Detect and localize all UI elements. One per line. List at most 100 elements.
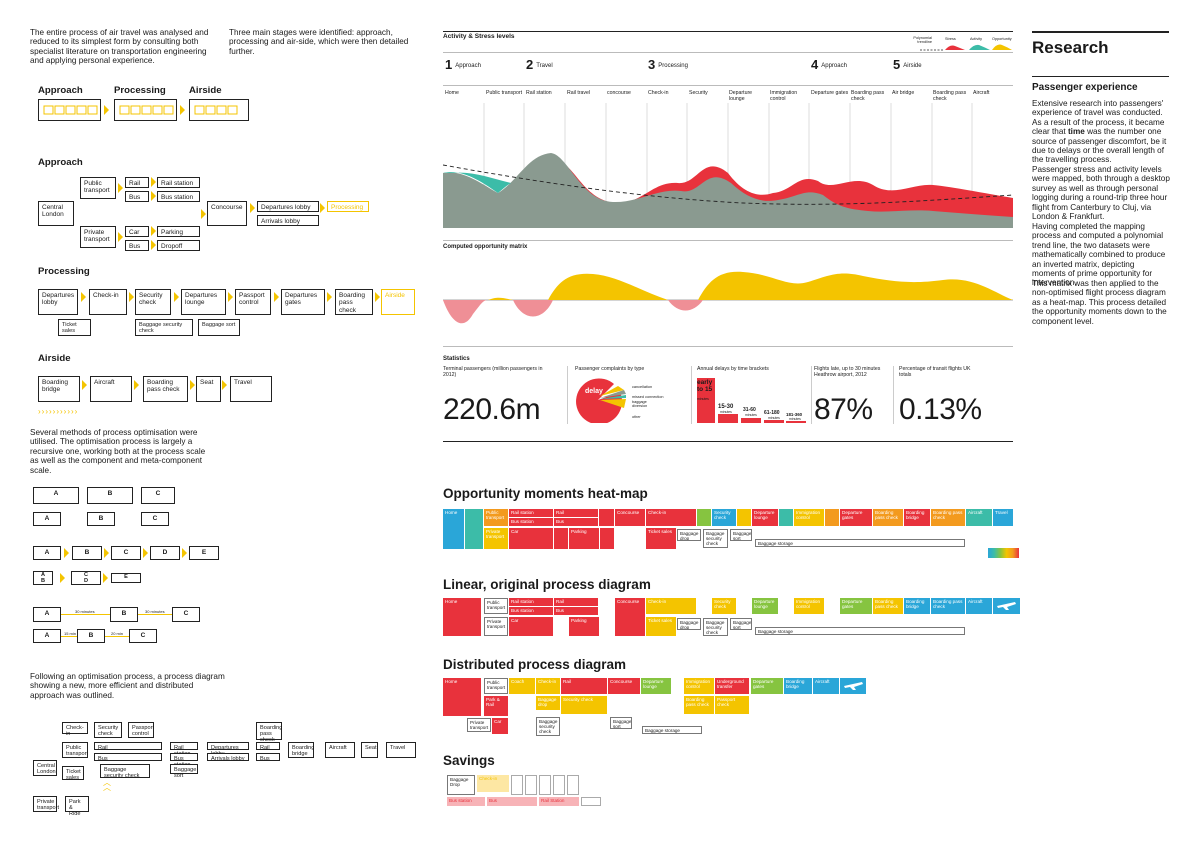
- ln-plane-icon: [993, 598, 1020, 614]
- opt-seq-e: E: [189, 546, 219, 560]
- dc-seat-text: Seat: [365, 745, 377, 751]
- dc-baggage-sort: Baggage sort: [170, 764, 198, 779]
- stage-processing-box: [114, 99, 177, 121]
- dc-ticket-sales: Ticket sales: [62, 766, 84, 782]
- opt-box-b-text: B: [107, 490, 113, 497]
- air-travel: Travel: [230, 376, 272, 402]
- ds-immigration-text: Immigration control: [686, 679, 710, 690]
- rail-box: Rail: [125, 177, 149, 188]
- arrow-icon: [151, 191, 156, 201]
- ds-departure-gates-text: Departure gates: [753, 679, 774, 690]
- dc-arrivals-lobby-text: Arrivals lobby: [211, 756, 245, 762]
- stage-5: 5 Airside: [893, 57, 922, 72]
- ds-boarding-pass: Boarding pass check: [684, 696, 714, 714]
- ln-boarding-pass-2: Boarding pass check: [931, 598, 965, 614]
- legend-rule: [443, 52, 1013, 53]
- time-connector: [61, 636, 77, 637]
- arrow-icon: [180, 105, 185, 115]
- opt-box-b: B: [87, 487, 133, 504]
- ds-check-in: Check-in: [536, 678, 560, 694]
- ln-immigration-text: Immigration control: [796, 599, 820, 610]
- ds-boarding-bridge-text: Boarding bridge: [786, 679, 805, 690]
- stage-2-number: 2: [526, 57, 534, 72]
- research-rule: [1032, 76, 1169, 77]
- stage-3-number: 3: [648, 57, 656, 72]
- proc-check-in: Check-in: [89, 289, 127, 315]
- ds-coach-text: Coach: [511, 679, 525, 684]
- col-aircraft: Aircraft: [973, 90, 990, 96]
- research-p1-a: Extensive research into passengers' expe…: [1032, 99, 1165, 137]
- hm-boarding-bridge-text: Boarding bridge: [906, 510, 925, 521]
- opt-time-c2-text: C: [140, 632, 146, 639]
- opt-time-a: A: [33, 607, 61, 622]
- dc-ticket-sales-text: Ticket sales: [66, 769, 81, 782]
- opportunity-plot: [443, 271, 1013, 324]
- ds-baggage-storage: Baggage storage: [642, 726, 702, 734]
- sv-baggage-drop: Baggage Drop: [447, 775, 475, 795]
- sv-empty-5: [567, 775, 579, 795]
- arrow-icon: [104, 105, 109, 115]
- ds-baggage-storage-text: Baggage storage: [645, 728, 680, 733]
- chevron-trail-icon: ›››››››››››: [38, 407, 79, 416]
- ds-departure-lounge: Departure lounge: [641, 678, 671, 694]
- ds-rail: Rail: [561, 678, 607, 694]
- departures-lobby-text: Departures lobby: [261, 204, 311, 211]
- ln-rail-station-text: Rail station: [511, 599, 534, 604]
- air-seat-text: Seat: [200, 379, 214, 386]
- dc-passport-text: Passport control: [132, 725, 155, 738]
- hm-boarding-bridge: Boarding bridge: [904, 509, 930, 526]
- ln-departure-gates-text: Departure gates: [842, 599, 863, 610]
- intro-paragraph-2: Three main stages were identified: appro…: [229, 28, 409, 56]
- opt-seq-e-text: E: [201, 549, 207, 556]
- sv-empty-1: [511, 775, 523, 795]
- col-departure-lounge: Departure lounge: [729, 90, 753, 102]
- hm-parking-text: Parking: [571, 529, 587, 534]
- ln-bus-station: Bus station: [509, 607, 553, 615]
- col-boarding-pass-2: Boarding pass check: [933, 90, 967, 102]
- late-value: 87%: [814, 393, 873, 426]
- savings-title: Savings: [443, 753, 495, 768]
- complaints-label: Passenger complaints by type: [575, 366, 645, 372]
- complaints-pie: [576, 378, 626, 423]
- hm-boarding-pass-2-text: Boarding pass check: [933, 510, 963, 521]
- opt-stack-b-text: B: [40, 578, 46, 585]
- air-aircraft-text: Aircraft: [94, 379, 115, 386]
- opt-time-b-text: B: [121, 610, 127, 617]
- complaint-other: other: [632, 415, 641, 419]
- opportunity-negative-area: [443, 300, 703, 324]
- ticket-sales-text: Ticket sales: [62, 322, 77, 335]
- arrow-icon: [274, 292, 279, 302]
- processing-link-box: Processing: [327, 201, 369, 212]
- ds-aircraft: Aircraft: [813, 678, 839, 694]
- ln-public-transport-text: Public transport: [487, 600, 506, 611]
- ln-boarding-bridge: Boarding bridge: [904, 598, 930, 614]
- ds-check-in-text: Check-in: [538, 679, 557, 684]
- sv-rail-station-text: Rail Station: [541, 798, 565, 803]
- ln-baggage-drop: Baggage drop: [677, 618, 701, 630]
- hm-bus-text: Bus: [556, 519, 564, 524]
- ds-passport: Passport check: [715, 696, 749, 714]
- rail-text: Rail: [129, 180, 141, 187]
- dc-security-text: Security check: [98, 725, 119, 738]
- legend-swatches: [920, 44, 1012, 51]
- arrow-icon: [201, 209, 206, 219]
- intro-paragraph: The entire process of air travel was ana…: [30, 28, 209, 66]
- hm-private: Private transport: [484, 528, 508, 549]
- ln-immigration: Immigration control: [794, 598, 824, 614]
- hm-baggage-sort: Baggage sort: [730, 529, 752, 541]
- terminal-label: Terminal passengers (million passengers …: [443, 366, 543, 378]
- sv-baggage-drop-text: Baggage Drop: [450, 777, 469, 788]
- opt-box-b2-text: B: [98, 515, 104, 522]
- dc-security: Security check: [94, 722, 122, 738]
- time-connector: [138, 614, 172, 615]
- legend-trendline: Polynomial trendline: [913, 36, 932, 45]
- delay-31-60-unit: minutes: [745, 413, 757, 417]
- departures-lobby-box: Departures lobby: [257, 201, 319, 212]
- col-security: Security: [689, 90, 708, 96]
- opt-time-a2: A: [33, 629, 61, 643]
- private-transport-box: Private transport: [80, 226, 116, 248]
- ds-boarding-pass-text: Boarding pass check: [686, 697, 709, 708]
- dc-arrivals-lobby: Arrivals lobby: [207, 753, 249, 762]
- ds-park-rail: Park & Rail: [484, 696, 508, 716]
